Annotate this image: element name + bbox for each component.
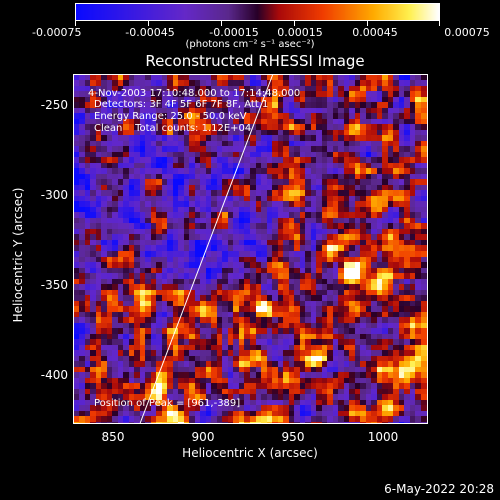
colorbar [75,3,440,21]
clean-counts-text: Clean Total counts: 1.12E+04 [94,123,252,134]
colorbar-tick [367,21,368,26]
colorbar-tick [221,21,222,26]
plot-area: 4-Nov-2003 17:10:48.000 to 17:14:48.000 … [73,74,428,424]
y-tick-label: -400 [40,368,68,382]
timestamp: 6-May-2022 20:28 [384,482,494,496]
colorbar-units: (photons cm⁻² s⁻¹ asec⁻²) [185,39,315,50]
colorbar-tick-label: -0.00045 [125,26,175,39]
x-tick-label: 900 [191,430,215,444]
y-tick-label: -350 [40,278,68,292]
x-tick-label: 850 [101,430,125,444]
peak-position-text: Position of Peak = [961,-389] [94,398,241,409]
colorbar-tick [294,21,295,26]
x-tick-label: 1000 [367,430,399,444]
y-tick-label: -300 [40,188,68,202]
colorbar-tick-label: 0.00015 [277,26,323,39]
limb-line [139,75,274,423]
colorbar-tick-label: 0.00075 [444,26,490,39]
colorbar-tick-label: 0.00045 [352,26,398,39]
plot-title: Reconstructed RHESSI Image [145,52,365,70]
colorbar-tick [439,21,440,26]
y-tick-label: -250 [40,98,68,112]
colorbar-tick [75,21,76,26]
solar-limb-line [139,75,274,423]
colorbar-tick-label: -0.00075 [32,26,82,39]
x-axis-label: Heliocentric X (arcsec) [182,446,318,460]
time-range-text: 4-Nov-2003 17:10:48.000 to 17:14:48.000 [88,88,301,99]
detectors-text: Detectors: 3F 4F 5F 6F 7F 8F, Att 1 [94,99,269,110]
energy-range-text: Energy Range: 25.0 - 50.0 keV [94,111,247,122]
colorbar-tick-label: -0.00015 [209,26,259,39]
x-tick-label: 950 [281,430,305,444]
y-axis-label: Heliocentric Y (arcsec) [11,187,25,323]
colorbar-tick [148,21,149,26]
